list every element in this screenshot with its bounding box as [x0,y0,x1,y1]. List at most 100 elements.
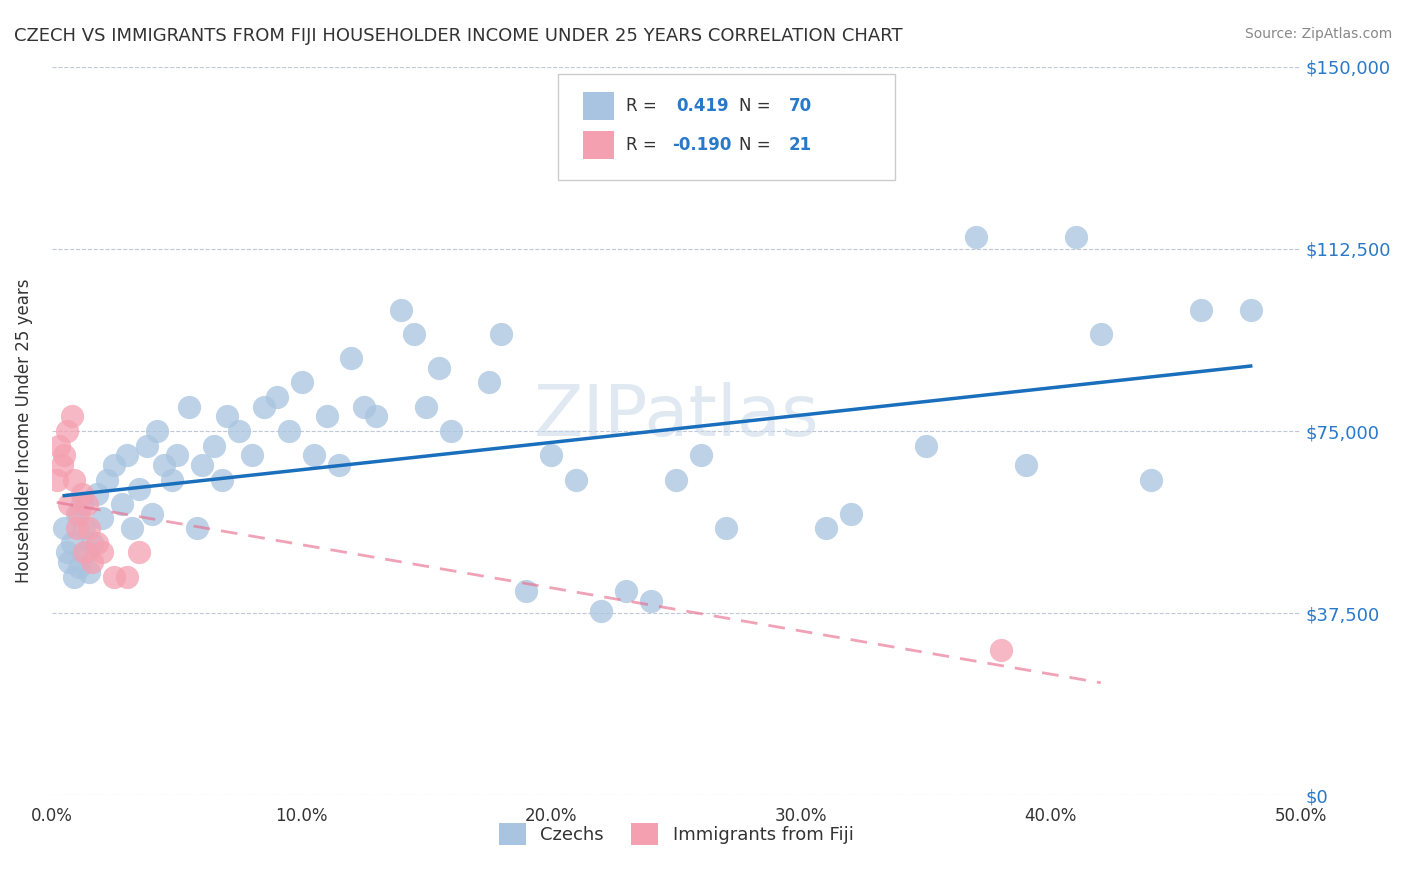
Text: R =: R = [626,97,662,115]
Point [45,473,67,487]
Point [55,545,77,559]
Point [665,473,688,487]
Point [202,439,225,453]
Point [90,511,112,525]
Point [415,400,437,414]
Point [302,448,325,462]
Point [690,448,713,462]
Point [540,448,562,462]
Point [614,584,637,599]
Point [73,521,96,535]
Point [96,473,118,487]
Text: R =: R = [626,136,662,154]
Point [253,400,276,414]
Point [965,229,987,244]
Point [228,424,250,438]
Point [1139,473,1161,487]
Point [80,535,103,549]
Point [67,560,90,574]
Point [478,376,501,390]
Point [70,497,93,511]
Point [111,497,134,511]
Point [565,473,588,487]
Point [353,400,375,414]
Point [76,497,98,511]
Point [839,507,862,521]
Point [366,409,388,424]
Text: N =: N = [738,136,776,154]
Point [240,448,263,462]
Text: -0.190: -0.190 [672,136,731,154]
Point [714,521,737,535]
Point [1189,302,1212,317]
Point [190,458,212,472]
FancyBboxPatch shape [558,74,894,179]
Point [328,458,350,472]
Point [86,487,108,501]
Text: 0.419: 0.419 [676,97,728,115]
Point [915,439,938,453]
Point [115,448,138,462]
Point [160,473,183,487]
Point [70,487,93,501]
Point [73,545,96,559]
Bar [582,131,614,159]
Point [76,545,98,559]
Point [48,439,70,453]
Point [77,565,100,579]
Point [491,326,513,341]
Point [166,448,188,462]
Point [1015,458,1038,472]
Text: 70: 70 [789,97,811,115]
Point [266,390,288,404]
Point [66,507,89,521]
Point [128,545,150,559]
Point [60,409,83,424]
Point [1064,229,1087,244]
Text: 21: 21 [789,136,811,154]
Point [53,521,76,535]
Y-axis label: Householder Income Under 25 years: Householder Income Under 25 years [15,279,32,583]
Legend: Czechs, Immigrants from Fiji: Czechs, Immigrants from Fiji [499,822,853,845]
Point [63,473,86,487]
Point [67,507,90,521]
Point [990,642,1012,657]
Point [55,424,77,438]
Point [640,594,662,608]
Point [58,555,80,569]
Point [153,458,176,472]
Point [121,521,143,535]
Point [60,535,83,549]
Point [145,424,167,438]
Point [179,400,201,414]
Text: CZECH VS IMMIGRANTS FROM FIJI HOUSEHOLDER INCOME UNDER 25 YEARS CORRELATION CHAR: CZECH VS IMMIGRANTS FROM FIJI HOUSEHOLDE… [14,27,903,45]
Point [128,483,150,497]
Point [215,409,238,424]
Bar [582,92,614,120]
Point [103,570,125,584]
Point [315,409,337,424]
Point [402,326,425,341]
Point [80,555,103,569]
Point [53,448,76,462]
Point [141,507,163,521]
Point [815,521,838,535]
Point [1240,302,1263,317]
Point [135,439,157,453]
Point [1090,326,1112,341]
Point [77,521,100,535]
Point [63,570,86,584]
Point [278,424,301,438]
Point [103,458,125,472]
Point [51,458,73,472]
Point [186,521,208,535]
Text: N =: N = [738,97,776,115]
Point [115,570,138,584]
Point [340,351,363,365]
Point [427,360,450,375]
Text: Source: ZipAtlas.com: Source: ZipAtlas.com [1244,27,1392,41]
Point [66,521,89,535]
Point [290,376,312,390]
Point [86,535,108,549]
Point [591,604,613,618]
